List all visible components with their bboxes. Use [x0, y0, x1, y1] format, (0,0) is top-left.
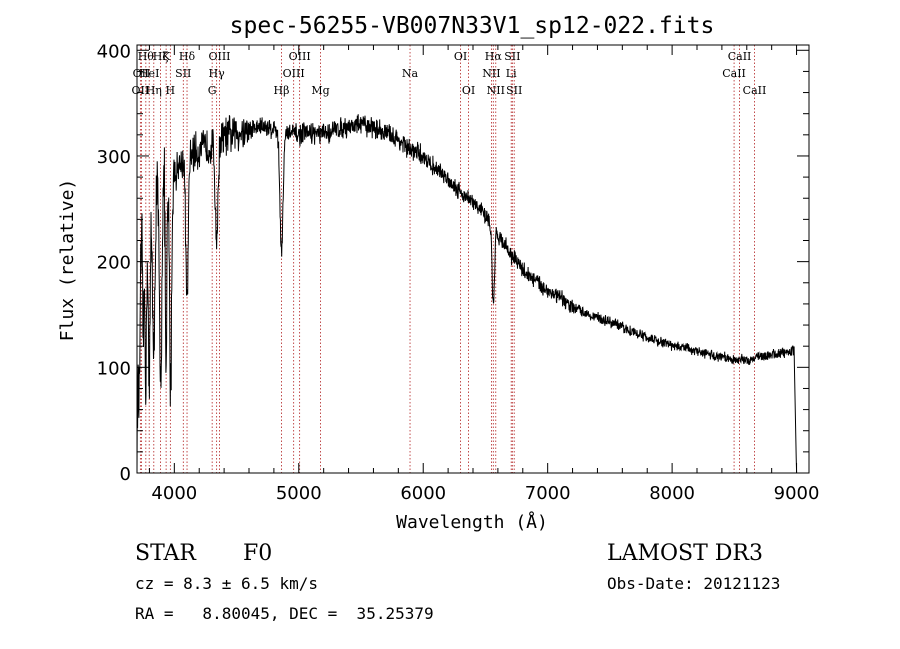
x-tick-label: 5000 [276, 483, 322, 504]
line-label: H [166, 84, 176, 97]
spectral-line-labels: OIIOIIHθHeIHηHζKHSIIHδGHγOIIIHβOIIIOIIIM… [132, 50, 767, 97]
line-label: Hζ [153, 50, 169, 63]
plot-frame [136, 44, 810, 474]
line-label: Na [402, 67, 419, 80]
x-axis: 4000 5000 6000 7000 8000 9000 [148, 45, 820, 504]
x-tick-label: 9000 [774, 483, 820, 504]
line-label: SII [506, 84, 522, 97]
y-tick-label: 400 [97, 41, 131, 62]
x-tick-label: 4000 [151, 483, 197, 504]
line-label: Hη [146, 84, 162, 97]
line-label: SII [175, 67, 191, 80]
y-tick-label: 300 [97, 147, 131, 168]
line-label: Hα [485, 50, 503, 63]
x-axis-label: Wavelength (Å) [396, 511, 548, 533]
survey-name: LAMOST DR3 [607, 541, 763, 566]
line-label: Mg [311, 84, 329, 97]
x-tick-label: 7000 [525, 483, 571, 504]
line-label: OI [454, 50, 467, 63]
line-label: Hδ [179, 50, 196, 63]
line-label: HeI [139, 67, 159, 80]
observation-date: Obs-Date: 20121123 [607, 574, 780, 593]
line-label: NII [487, 84, 505, 97]
x-tick-label: 8000 [649, 483, 695, 504]
line-label: K [162, 50, 171, 63]
line-label: Hθ [138, 50, 155, 63]
coordinates: RA = 8.80045, DEC = 35.25379 [135, 604, 434, 623]
y-tick-label: 200 [97, 253, 131, 274]
line-label: Hβ [274, 84, 290, 97]
line-label: Hγ [209, 67, 226, 80]
line-label: CaII [722, 67, 746, 80]
line-label: OIII [289, 50, 311, 63]
redshift-velocity: cz = 8.3 ± 6.5 km/s [135, 574, 318, 593]
line-label: OII [132, 84, 150, 97]
line-label: SII [504, 50, 520, 63]
line-label: NII [482, 67, 500, 80]
line-label: OIII [283, 67, 305, 80]
object-class: STAR [135, 541, 197, 566]
object-subclass: F0 [243, 541, 272, 566]
y-axis: 0 100 200 300 400 [97, 41, 809, 485]
spectrum-series [136, 114, 798, 474]
spectrum-line [136, 114, 798, 474]
spectral-line-markers [139, 45, 755, 473]
line-label: G [208, 84, 217, 97]
y-tick-label: 100 [97, 358, 131, 379]
y-axis-label: Flux (relative) [57, 179, 78, 342]
line-label: CaII [728, 50, 752, 63]
line-label: OI [462, 84, 475, 97]
y-tick-label: 0 [120, 464, 131, 485]
line-label: CaII [743, 84, 767, 97]
x-tick-label: 6000 [400, 483, 446, 504]
line-label: OIII [208, 50, 230, 63]
chart-title: spec-56255-VB007N33V1_sp12-022.fits [230, 13, 715, 39]
line-label: Li [506, 67, 517, 80]
